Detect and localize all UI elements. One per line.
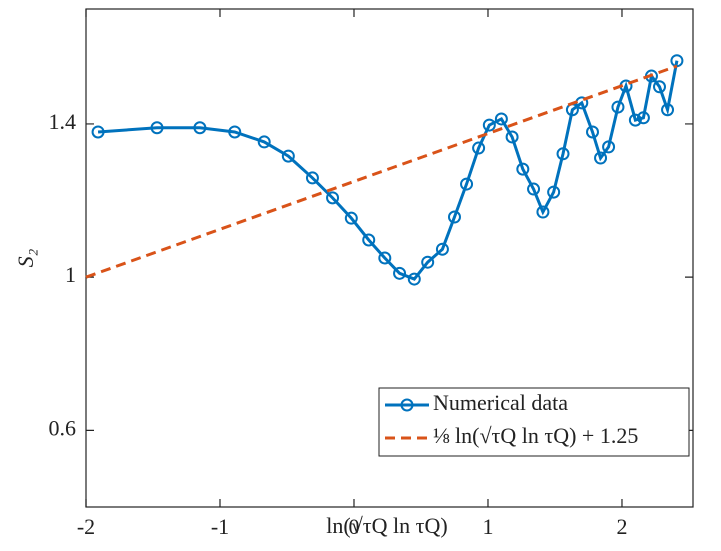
data-point [516, 162, 530, 176]
series-layer [85, 54, 684, 286]
data-point [636, 111, 650, 125]
data-point [193, 121, 207, 135]
data-point [447, 210, 461, 224]
legend-label: Numerical data [433, 390, 568, 415]
data-point [661, 103, 675, 117]
data-point [344, 211, 358, 225]
data-point [556, 147, 570, 161]
data-point [628, 113, 642, 127]
plot-area [85, 8, 694, 508]
data-point [421, 255, 435, 269]
data-point [611, 100, 625, 114]
data-point [362, 233, 376, 247]
y-tick-label: 1.4 [49, 109, 77, 134]
legend-label: ⅛ ln(√τQ ln τQ) + 1.25 [433, 423, 638, 448]
data-point [91, 125, 105, 139]
y-axis-label: S₂ [13, 248, 38, 267]
x-tick-label: 1 [482, 514, 493, 539]
series-line [97, 60, 679, 281]
data-point [536, 205, 550, 219]
data-point [281, 149, 295, 163]
data-point [305, 171, 319, 185]
data-point [460, 177, 474, 191]
data-point [150, 121, 164, 135]
data-point [228, 125, 242, 139]
data-point [407, 272, 421, 286]
data-point [378, 251, 392, 265]
data-point [482, 118, 496, 132]
data-point [494, 112, 508, 126]
data-point [326, 191, 340, 205]
y-tick-label: 1 [65, 262, 76, 287]
data-point [653, 80, 667, 94]
x-tick-label: -2 [77, 514, 95, 539]
data-point [472, 141, 486, 155]
data-point [594, 151, 608, 165]
data-point [602, 140, 616, 154]
data-point [435, 242, 449, 256]
x-tick-label: 2 [616, 514, 627, 539]
x-tick-label: 0 [348, 514, 359, 539]
legend-marker [400, 398, 414, 412]
legend-box [378, 387, 690, 457]
data-point [505, 130, 519, 144]
data-point [257, 135, 271, 149]
data-point [527, 182, 541, 196]
series-line [85, 64, 678, 279]
data-point [586, 125, 600, 139]
legend: Numerical data ⅛ ln(√τQ ln τQ) + 1.25 [378, 387, 690, 457]
y-tick-label: 0.6 [49, 415, 77, 440]
x-tick-label: -1 [211, 514, 229, 539]
x-axis-label: ln(√τQ ln τQ) [326, 513, 447, 538]
data-point [547, 185, 561, 199]
data-point [393, 266, 407, 280]
